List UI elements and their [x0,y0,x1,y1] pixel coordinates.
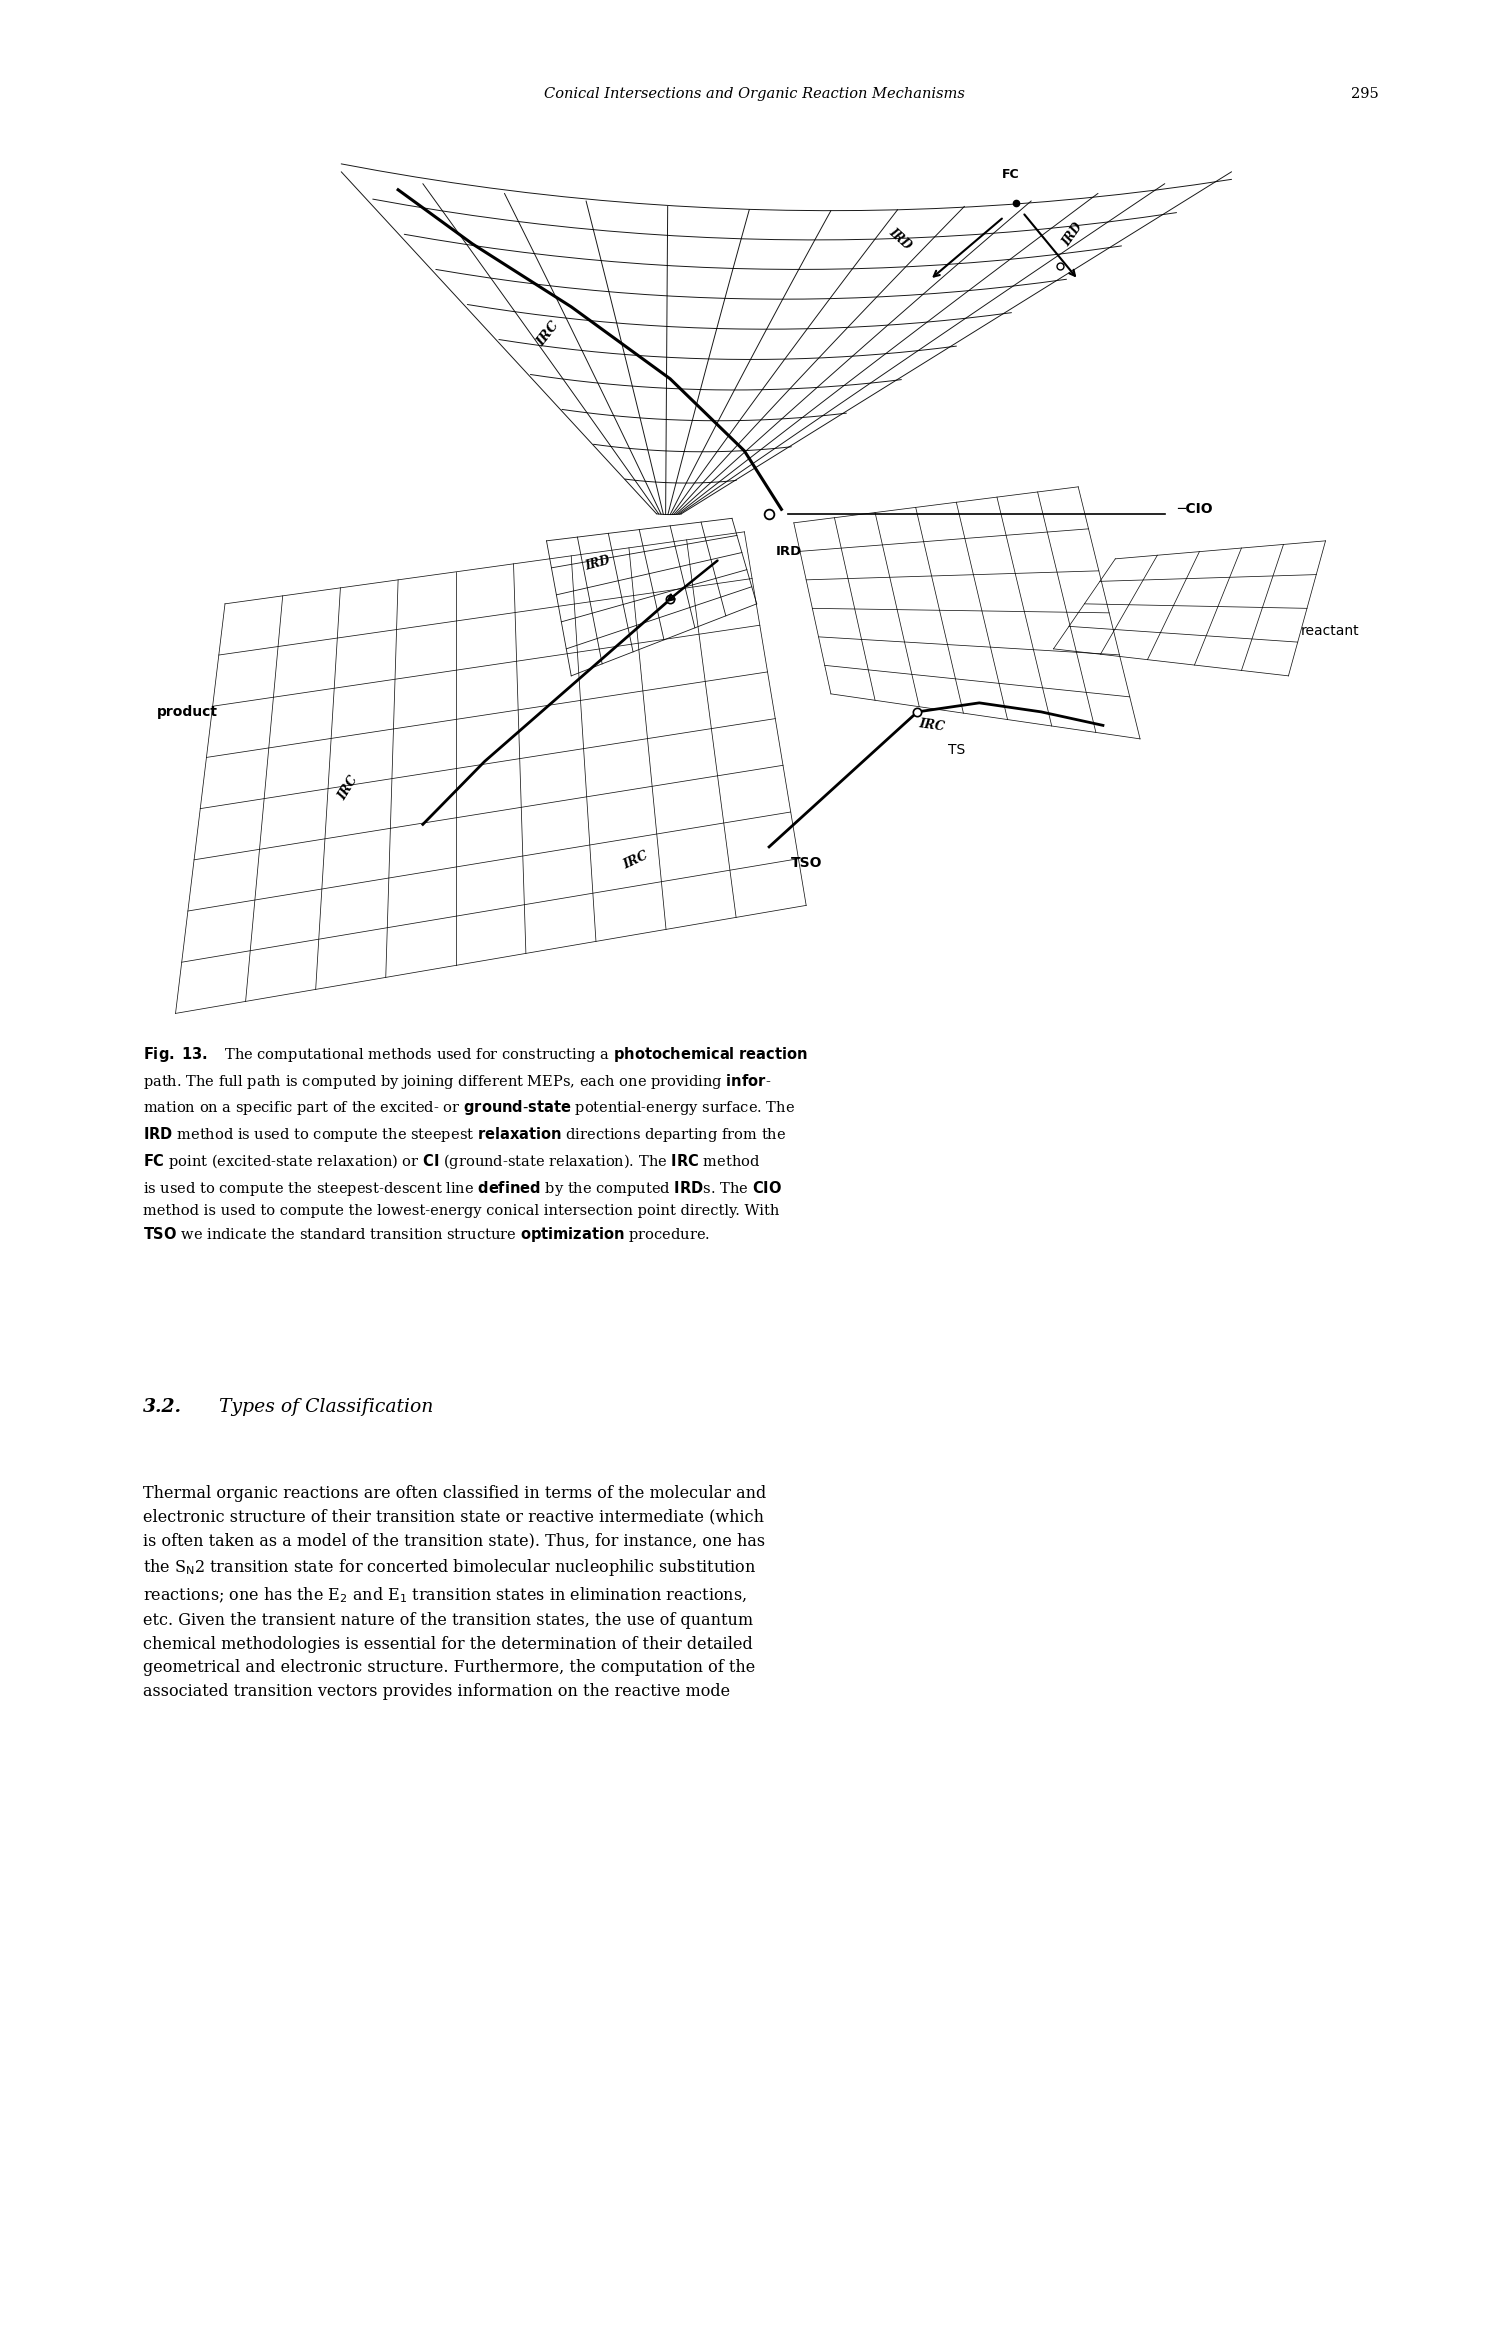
Text: Types of Classification: Types of Classification [219,1398,433,1417]
Text: Conical Intersections and Organic Reaction Mechanisms: Conical Intersections and Organic Reacti… [543,87,965,101]
Text: IRD: IRD [1060,220,1084,248]
Text: 3.2.: 3.2. [143,1398,182,1417]
Text: product: product [157,704,219,718]
Text: 295: 295 [1351,87,1378,101]
Text: IRC: IRC [621,849,650,872]
Text: ─CIO: ─CIO [1178,503,1212,517]
Text: IRC: IRC [534,318,561,348]
Text: FC: FC [1001,168,1019,180]
Text: reactant: reactant [1301,624,1359,638]
Text: $\mathbf{Fig.\ 13.}$   The computational methods used for constructing a $\mathb: $\mathbf{Fig.\ 13.}$ The computational m… [143,1045,808,1244]
Text: IRD: IRD [584,554,612,573]
Text: IRD: IRD [887,227,914,253]
Text: TSO: TSO [790,856,822,870]
Text: IRC: IRC [917,718,946,734]
Text: IRC: IRC [336,774,362,802]
Text: TS: TS [949,743,965,758]
Text: Thermal organic reactions are often classified in terms of the molecular and
ele: Thermal organic reactions are often clas… [143,1485,766,1700]
Text: IRD: IRD [775,545,802,559]
